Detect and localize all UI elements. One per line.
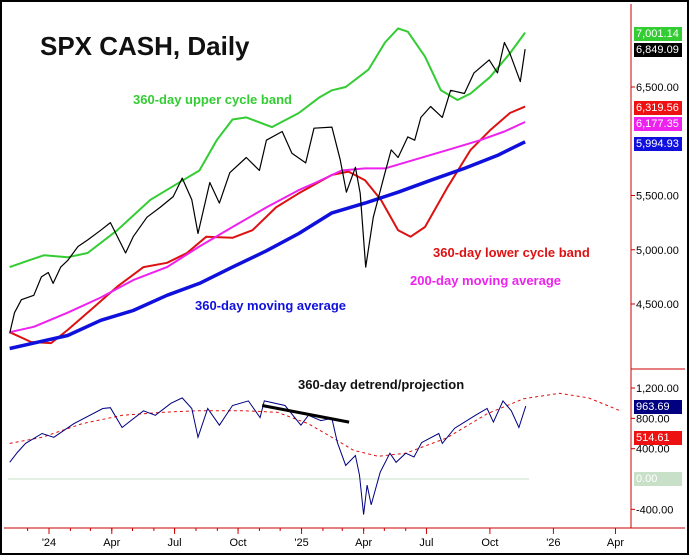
ma360-line <box>9 140 526 351</box>
upper-y-tick-label: 6,500.00 <box>636 82 679 94</box>
x-tick-label: '26 <box>546 537 560 549</box>
x-tick-label: Apr <box>607 537 624 549</box>
series-layer <box>8 27 621 515</box>
ma200-label: 200-day moving average <box>410 273 561 288</box>
detrend-line <box>9 397 527 515</box>
lower-band-value-tag: 6,319.56 <box>634 101 682 115</box>
upper-cycle-band-line <box>9 27 526 269</box>
zero-value-tag: 0.00 <box>634 472 682 486</box>
x-tick-label: '24 <box>42 537 56 549</box>
ma360-value-tag: 5,994.93 <box>634 137 682 151</box>
x-tick-label: Jul <box>419 537 433 549</box>
projection-line <box>9 392 621 457</box>
x-tick-label: Oct <box>229 537 246 549</box>
lower-band-label: 360-day lower cycle band <box>433 245 590 260</box>
upper-band-label: 360-day upper cycle band <box>133 92 292 107</box>
x-tick-label: Oct <box>481 537 498 549</box>
lower-cycle-band-line <box>9 105 526 345</box>
x-tick-label: Jul <box>168 537 182 549</box>
chart-title: SPX CASH, Daily <box>40 31 250 61</box>
detrend-value-tag: 963.69 <box>634 400 682 414</box>
axes-layer: 6,500.00 5,500.00 5,000.00 4,500.00 1,200.00… <box>4 4 685 549</box>
upper-y-tick-label: 5,500.00 <box>636 191 679 203</box>
projection-value-tag: 514.61 <box>634 431 682 445</box>
x-tick-label: '25 <box>294 537 308 549</box>
detrend-label: 360-day detrend/projection <box>298 377 464 392</box>
upper-band-value-tag: 7,001.14 <box>634 27 682 41</box>
x-tick-label: Apr <box>355 537 372 549</box>
ma360-label: 360-day moving average <box>195 298 346 313</box>
lower-y-tick-label: 400.00 <box>636 444 670 456</box>
price-value-tag: 6,849.09 <box>634 43 682 57</box>
lower-y-tick-label: 800.00 <box>636 413 670 425</box>
ma200-line <box>9 121 526 334</box>
lower-y-tick-label: -400.00 <box>636 504 673 516</box>
detrend-trendline <box>261 404 350 424</box>
price-line <box>9 41 526 334</box>
x-tick-label: Apr <box>103 537 120 549</box>
ma200-value-tag: 6,177.35 <box>634 117 682 131</box>
lower-y-tick-label: 1,200.00 <box>636 383 679 395</box>
upper-y-tick-label: 5,000.00 <box>636 245 679 257</box>
upper-y-tick-label: 4,500.00 <box>636 299 679 311</box>
